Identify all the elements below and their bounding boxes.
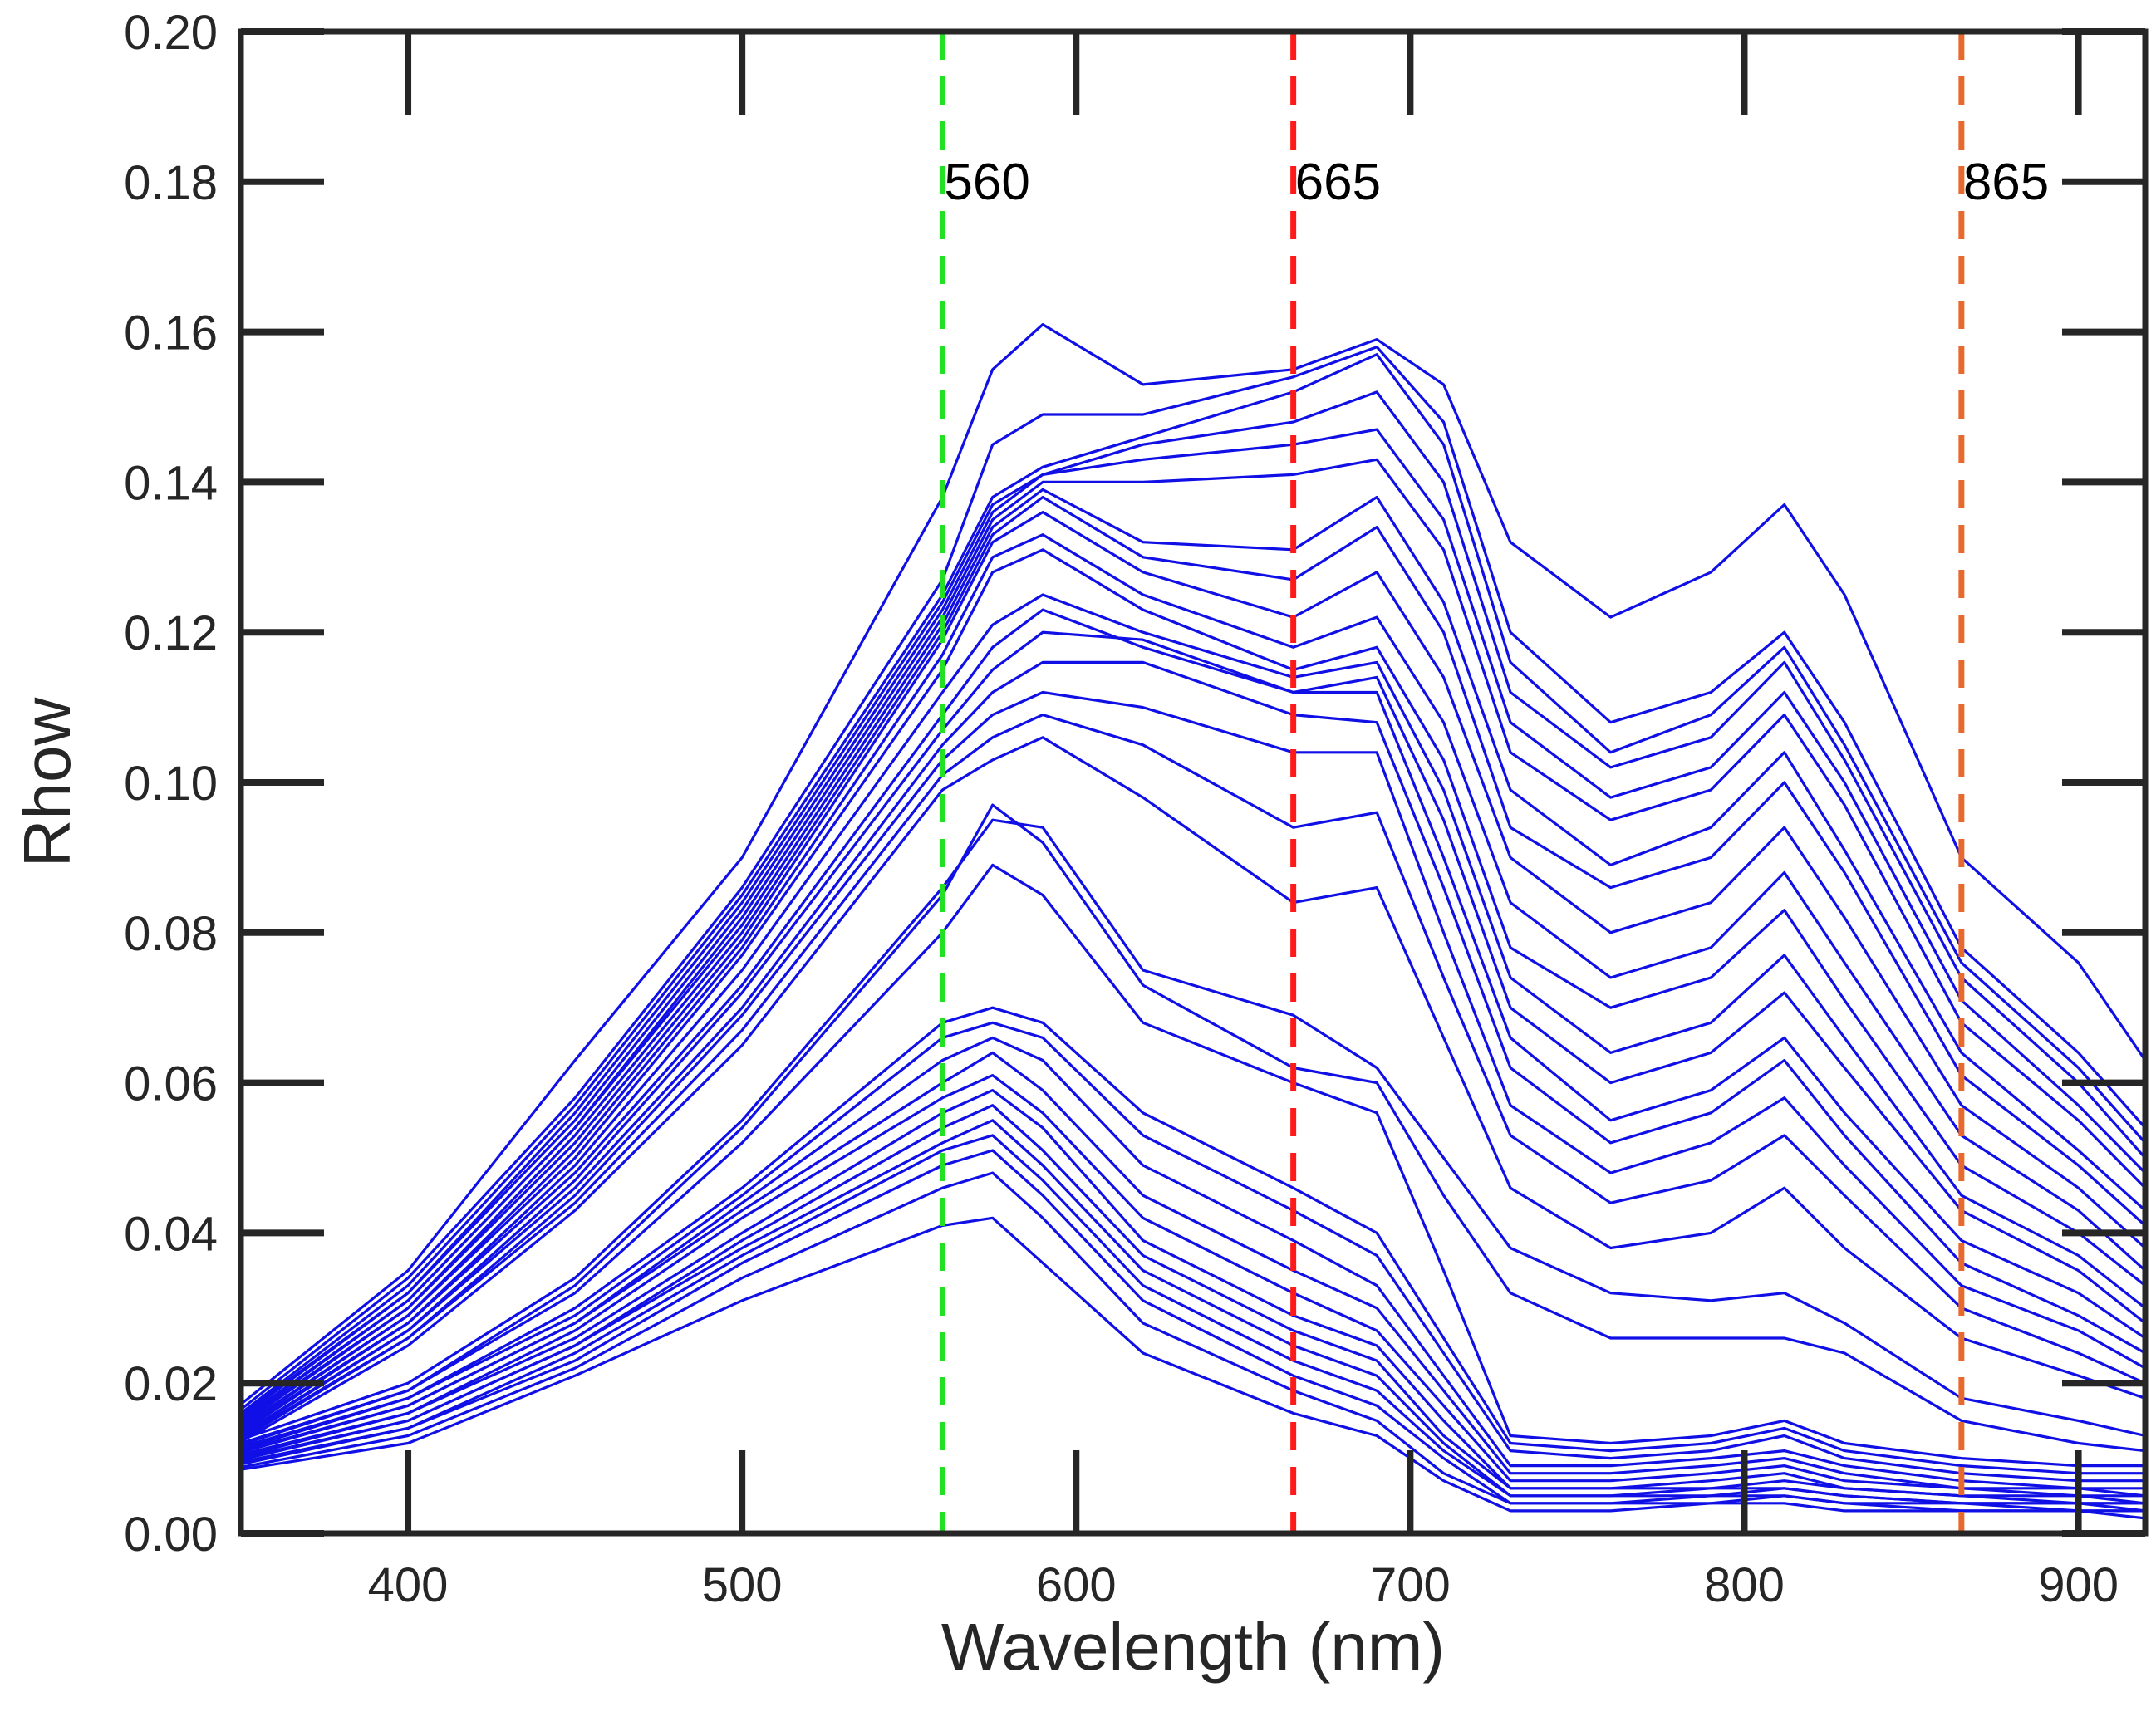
reference-label-560: 560 bbox=[944, 154, 1029, 211]
spectrum-line-s25 bbox=[241, 1051, 2145, 1498]
y-tick-label-0.06: 0.06 bbox=[124, 1057, 218, 1111]
spectrum-line-s18 bbox=[241, 736, 2145, 1444]
spectrum-line-s24 bbox=[241, 1036, 2145, 1490]
y-tick-label-0.14: 0.14 bbox=[124, 456, 218, 510]
x-axis-title: Wavelength (nm) bbox=[941, 1610, 1445, 1684]
y-tick-label-0.10: 0.10 bbox=[124, 757, 218, 811]
spectrum-line-s19 bbox=[241, 818, 2145, 1441]
spectrum-line-s13 bbox=[241, 608, 2145, 1434]
x-tick-label-400: 400 bbox=[368, 1558, 449, 1612]
spectrum-line-s21 bbox=[241, 863, 2145, 1468]
reference-label-665: 665 bbox=[1295, 154, 1381, 211]
spectrum-line-s10 bbox=[241, 533, 2145, 1428]
x-tick-label-600: 600 bbox=[1036, 1558, 1117, 1612]
plot-background bbox=[241, 32, 2145, 1533]
x-tick-label-800: 800 bbox=[1704, 1558, 1785, 1612]
spectrum-line-s14 bbox=[241, 630, 2145, 1436]
y-tick-label-0.12: 0.12 bbox=[124, 606, 218, 660]
spectrum-line-s03 bbox=[241, 353, 2145, 1415]
y-tick-label-0.04: 0.04 bbox=[124, 1207, 218, 1261]
x-tick-label-500: 500 bbox=[702, 1558, 783, 1612]
ticks-group: 400 500 600 700 800 900 0.00 0.02 0.04 0.06 0.08 0.… bbox=[124, 6, 2145, 1612]
y-tick-label-0.20: 0.20 bbox=[124, 6, 218, 60]
y-axis-title: Rhow bbox=[10, 698, 84, 868]
spectrum-line-s26 bbox=[241, 1074, 2145, 1498]
spectrum-line-s04 bbox=[241, 390, 2145, 1416]
y-tick-label-0.16: 0.16 bbox=[124, 306, 218, 360]
spectrum-line-s30 bbox=[241, 1134, 2145, 1513]
reference-label-865: 865 bbox=[1963, 154, 2049, 211]
spectrum-line-s01 bbox=[241, 323, 2145, 1405]
y-tick-label-0.08: 0.08 bbox=[124, 907, 218, 961]
spectra-group bbox=[241, 323, 2145, 1520]
x-tick-label-900: 900 bbox=[2038, 1558, 2119, 1612]
x-tick-label-700: 700 bbox=[1370, 1558, 1451, 1612]
spectrum-line-s05 bbox=[241, 428, 2145, 1419]
y-tick-label-0.00: 0.00 bbox=[124, 1508, 218, 1562]
spectrum-line-s08 bbox=[241, 495, 2145, 1424]
reference-lines-group: 560 665 865 bbox=[939, 32, 2049, 1533]
spectrum-line-s20 bbox=[241, 803, 2145, 1453]
spectrum-line-s16 bbox=[241, 690, 2145, 1439]
spectrum-line-s17 bbox=[241, 714, 2145, 1441]
spectrum-line-s07 bbox=[241, 488, 2145, 1422]
y-tick-label-0.18: 0.18 bbox=[124, 156, 218, 210]
spectrum-line-s11 bbox=[241, 548, 2145, 1430]
spectrum-line-s22 bbox=[241, 1006, 2145, 1475]
spectrum-line-s02 bbox=[241, 346, 2145, 1411]
spectrum-line-s06 bbox=[241, 458, 2145, 1420]
y-tick-label-0.02: 0.02 bbox=[124, 1357, 218, 1411]
spectrum-line-s28 bbox=[241, 1104, 2145, 1505]
spectrum-line-s15 bbox=[241, 660, 2145, 1437]
spectrum-line-s33 bbox=[241, 1216, 2145, 1520]
spectrum-line-s12 bbox=[241, 593, 2145, 1431]
spectrum-line-s32 bbox=[241, 1171, 2145, 1513]
spectrum-line-s23 bbox=[241, 1021, 2145, 1483]
spectrum-line-s09 bbox=[241, 511, 2145, 1426]
